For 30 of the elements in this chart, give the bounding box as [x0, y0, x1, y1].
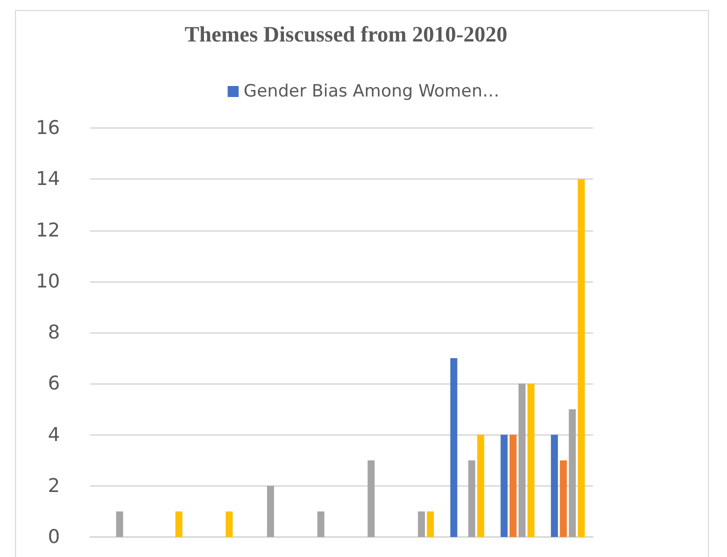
y-tick-label: 12: [36, 219, 60, 242]
y-tick-label: 10: [36, 270, 60, 292]
bar: [450, 358, 458, 537]
y-tick-label: 4: [48, 424, 60, 446]
y-tick-label: 8: [48, 322, 60, 344]
bar: [368, 460, 375, 537]
bar: [418, 511, 425, 537]
bar: [510, 434, 517, 537]
y-tick-label: 16: [36, 117, 60, 139]
bar: [518, 384, 526, 537]
y-tick-label: 0: [48, 526, 60, 548]
legend-label: Gender Bias Among Women…: [244, 82, 500, 102]
bar: [116, 511, 124, 537]
bar: [550, 434, 558, 537]
bar: [267, 486, 274, 537]
bar: [317, 511, 324, 537]
y-tick-label: 6: [48, 372, 60, 395]
bar: [468, 460, 476, 537]
bar: [226, 511, 233, 537]
bar: [560, 460, 567, 537]
bar: [500, 434, 508, 537]
chart-title: Themes Discussed from 2010-2020: [184, 22, 508, 46]
bar: [568, 409, 576, 537]
bar: [175, 511, 182, 537]
bar: [578, 179, 585, 537]
bar: [527, 384, 534, 537]
y-tick-label: 2: [48, 474, 60, 497]
y-tick-label: 14: [36, 168, 60, 190]
bar: [426, 511, 434, 537]
bar: [477, 434, 484, 537]
